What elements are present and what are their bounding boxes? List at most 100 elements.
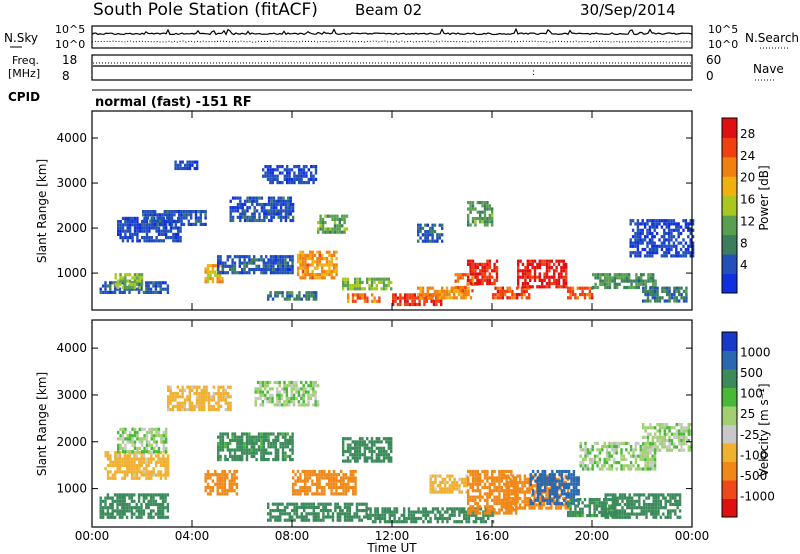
heatmap-cell — [219, 432, 222, 436]
heatmap-cell — [312, 181, 315, 185]
heatmap-cell — [269, 177, 272, 181]
heatmap-cell — [307, 502, 311, 506]
heatmap-cell — [330, 273, 333, 277]
heatmap-cell — [311, 257, 314, 261]
heatmap-cell — [467, 498, 470, 502]
heatmap-cell — [351, 446, 354, 450]
heatmap-cell — [266, 177, 270, 181]
heatmap-cell — [486, 469, 489, 474]
heatmap-cell — [441, 513, 444, 517]
heatmap-cell — [469, 207, 472, 211]
heatmap-cell — [291, 294, 294, 298]
heatmap-cell — [328, 469, 331, 474]
heatmap-cell — [652, 279, 655, 283]
heatmap-cell — [196, 160, 199, 164]
heatmap-cell — [204, 476, 207, 480]
heatmap-cell — [325, 473, 328, 477]
heatmap-cell — [286, 181, 289, 185]
heatmap-cell — [553, 278, 556, 282]
heatmap-cell — [662, 496, 665, 500]
heatmap-cell — [335, 473, 338, 477]
heatmap-cell — [644, 429, 647, 433]
heatmap-cell — [541, 278, 544, 282]
heatmap-cell — [615, 461, 618, 465]
heatmap-cell — [536, 262, 539, 266]
heatmap-cell — [467, 217, 470, 221]
heatmap-cell — [648, 238, 652, 242]
heatmap-cell — [223, 485, 227, 490]
heatmap-cell — [641, 467, 645, 471]
heatmap-cell — [672, 235, 676, 239]
heatmap-cell — [591, 514, 594, 518]
heatmap-cell — [289, 448, 292, 452]
heatmap-cell — [119, 443, 122, 447]
heatmap-cell — [162, 434, 165, 438]
heatmap-cell — [596, 273, 600, 277]
heatmap-cell — [215, 392, 218, 396]
heatmap-cell — [663, 299, 666, 303]
heatmap-cell — [128, 273, 132, 277]
heatmap-cell — [584, 451, 587, 455]
heatmap-cell — [269, 442, 273, 446]
heatmap-cell — [257, 432, 261, 436]
heatmap-cell — [319, 214, 322, 218]
heatmap-cell — [284, 458, 287, 462]
heatmap-cell — [317, 518, 320, 522]
heatmap-cell — [493, 282, 496, 286]
heatmap-cell — [399, 299, 402, 303]
heatmap-cell — [289, 442, 292, 446]
heatmap-cell — [309, 253, 312, 257]
heatmap-cell — [652, 496, 655, 500]
heatmap-cell — [155, 430, 158, 435]
heatmap-cell — [625, 276, 628, 280]
heatmap-cell — [575, 482, 578, 486]
heatmap-cell — [281, 271, 285, 275]
heatmap-cell — [457, 289, 461, 293]
heatmap-cell — [474, 269, 477, 273]
heatmap-cell — [138, 223, 141, 227]
heatmap-cell — [586, 293, 589, 297]
heatmap-cell — [640, 512, 643, 516]
heatmap-cell — [676, 502, 679, 507]
heatmap-cell — [167, 388, 170, 392]
heatmap-cell — [656, 296, 659, 300]
heatmap-cell — [641, 238, 644, 242]
heatmap-cell — [441, 296, 444, 300]
heatmap-cell — [641, 222, 644, 226]
heatmap-cell — [674, 509, 677, 513]
heatmap-cell — [407, 507, 411, 511]
heatmap-cell — [241, 209, 244, 213]
heatmap-cell — [655, 219, 659, 223]
heatmap-cell — [346, 284, 350, 288]
heatmap-cell — [634, 254, 637, 258]
heatmap-cell — [181, 401, 184, 405]
heatmap-cell — [315, 297, 318, 301]
heatmap-cell — [305, 291, 308, 295]
heatmap-cell — [553, 495, 556, 499]
heatmap-cell — [491, 217, 494, 221]
heatmap-cell — [650, 506, 653, 510]
heatmap-cell — [493, 266, 496, 270]
heatmap-cell — [111, 502, 114, 507]
heatmap-cell — [653, 244, 656, 248]
heatmap-cell — [335, 263, 338, 267]
heatmap-cell — [273, 380, 277, 385]
heatmap-cell — [231, 448, 234, 452]
heatmap-cell — [531, 489, 535, 493]
heatmap-cell — [311, 479, 314, 483]
heatmap-cell — [394, 299, 397, 303]
heatmap-cell — [669, 502, 672, 507]
heatmap-cell — [637, 464, 640, 468]
heatmap-cell — [299, 492, 302, 496]
heatmap-cell — [275, 212, 278, 216]
heatmap-cell — [474, 479, 477, 483]
heatmap-cell — [317, 512, 320, 516]
heatmap-cell — [298, 181, 301, 185]
heatmap-cell — [526, 285, 529, 289]
heatmap-cell — [290, 396, 293, 401]
heatmap-cell — [119, 236, 122, 240]
heatmap-cell — [312, 403, 315, 407]
heatmap-cell — [380, 446, 383, 450]
heatmap-cell — [133, 232, 137, 236]
heatmap-cell — [229, 451, 232, 455]
